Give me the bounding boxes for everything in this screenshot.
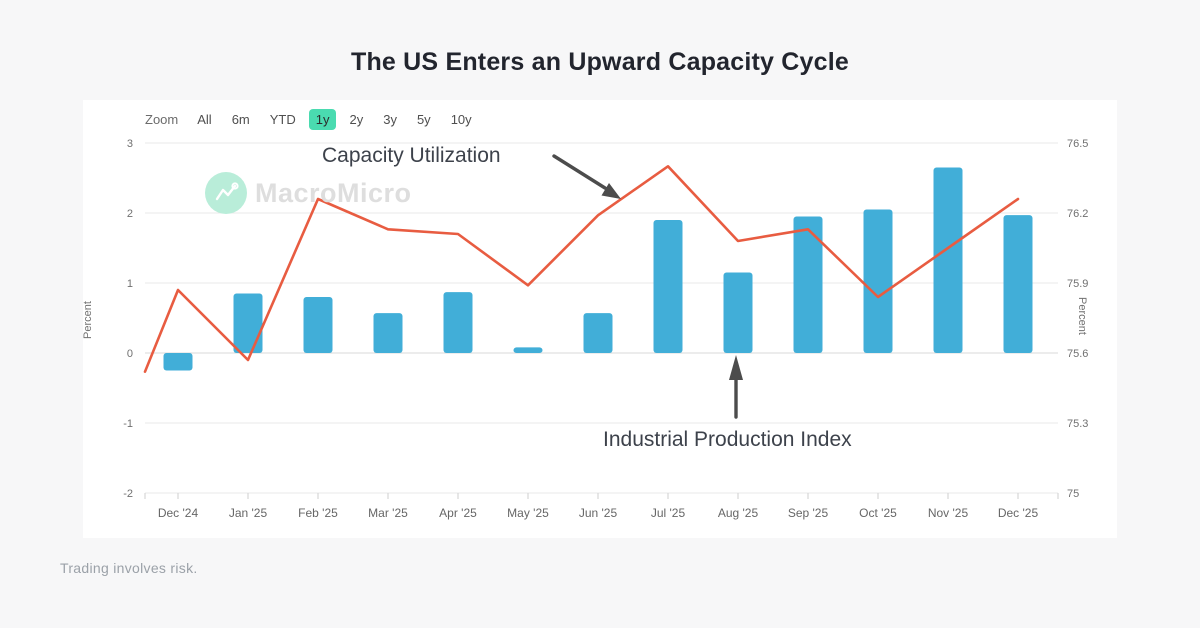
zoom-range-all[interactable]: All: [197, 112, 212, 127]
x-axis-label: Nov '25: [928, 506, 969, 520]
bar-mar25[interactable]: [373, 313, 403, 353]
zoom-range-10y[interactable]: 10y: [450, 112, 472, 127]
chart-card: Zoom All 6m YTD 1y 2y 3y 5y 10y 3 76.5 2 76.2 1 75.9…: [81, 100, 1117, 538]
x-axis-label: Apr '25: [439, 506, 477, 520]
capacity-utilization-annotation: Capacity Utilization: [322, 144, 501, 167]
bar-oct25[interactable]: [863, 209, 893, 354]
right-axis-tick-label: 75.3: [1067, 418, 1088, 430]
zoom-range-5y[interactable]: 5y: [416, 112, 431, 127]
bar-dec25[interactable]: [1003, 215, 1033, 353]
bar-may25[interactable]: [513, 347, 543, 353]
arrow-to-bars-icon: [729, 355, 743, 419]
x-axis-label: Mar '25: [368, 506, 408, 520]
zoom-range-3y[interactable]: 3y: [383, 112, 397, 127]
arrow-to-line-icon: [552, 154, 621, 199]
capacity-utilization-line[interactable]: [143, 165, 1020, 374]
right-axis-tick-label: 76.5: [1067, 138, 1088, 150]
right-axis-tick-label: 75.9: [1067, 278, 1088, 290]
bar-feb25[interactable]: [303, 297, 333, 353]
bar-jan25[interactable]: [233, 293, 263, 354]
left-axis-tick-label: -1: [123, 418, 133, 430]
zoom-range-ytd[interactable]: YTD: [269, 112, 296, 127]
left-axis-tick-label: 3: [127, 138, 133, 150]
left-axis-tick-label: 1: [127, 278, 133, 290]
x-axis-label: Oct '25: [859, 506, 897, 520]
right-axis-title: Percent: [1075, 297, 1088, 335]
right-axis-tick-label: 75: [1067, 488, 1079, 500]
bar-jul25[interactable]: [653, 220, 683, 353]
x-axis-label: Feb '25: [298, 506, 338, 520]
zoom-range-6m[interactable]: 6m: [231, 112, 250, 127]
left-axis-tick-label: 0: [127, 348, 133, 360]
left-axis-tick-label: -2: [123, 488, 133, 500]
right-axis-tick-label: 76.2: [1067, 208, 1088, 220]
combo-chart: 3 76.5 2 76.2 1 75.9 0 75.6 -1 75.3 -2 75 Dec '24 Jan…: [123, 138, 1088, 520]
x-axis-label: Jan '25: [229, 506, 268, 520]
right-axis-tick-label: 75.6: [1067, 348, 1088, 360]
zoom-range-toolbar: Zoom All 6m YTD 1y 2y 3y 5y 10y: [145, 109, 479, 130]
left-axis-tick-label: 2: [127, 208, 133, 220]
bar-dec24[interactable]: [163, 353, 193, 371]
x-axis-label: Sep '25: [788, 506, 829, 520]
bar-aug25[interactable]: [723, 272, 753, 354]
x-axis-label: Dec '24: [158, 506, 199, 520]
bar-sep25[interactable]: [793, 216, 823, 354]
bar-apr25[interactable]: [443, 292, 473, 353]
page-title: The US Enters an Upward Capacity Cycle: [350, 48, 850, 76]
x-axis-label: Aug '25: [718, 506, 759, 520]
x-axis-label: May '25: [507, 506, 549, 520]
zoom-label: Zoom: [145, 112, 179, 127]
left-axis-title: Percent: [81, 301, 94, 339]
disclaimer-text: Trading involves risk.: [60, 560, 198, 576]
x-axis-label: Dec '25: [998, 506, 1039, 520]
zoom-range-2y[interactable]: 2y: [349, 112, 364, 127]
x-axis-label: Jul '25: [651, 506, 686, 520]
bar-nov25[interactable]: [933, 167, 963, 354]
zoom-range-1y[interactable]: 1y: [308, 109, 337, 130]
x-axis-label: Jun '25: [579, 506, 618, 520]
bar-jun25[interactable]: [583, 313, 613, 353]
industrial-production-annotation: Industrial Production Index: [603, 428, 852, 451]
